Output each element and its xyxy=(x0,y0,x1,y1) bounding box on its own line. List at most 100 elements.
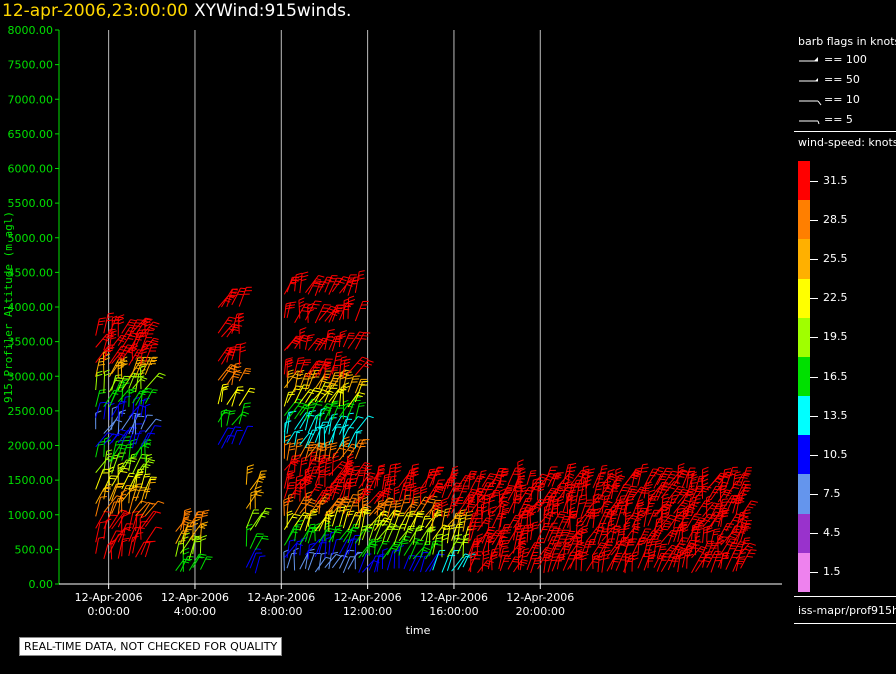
colorbar-tick xyxy=(810,533,818,535)
wind-barb xyxy=(551,472,564,487)
wind-barb xyxy=(347,295,356,319)
wind-barb xyxy=(354,378,367,394)
y-axis-label: 915 Profiler Altitude (m agl) xyxy=(2,211,15,403)
wind-barb xyxy=(286,442,296,461)
barb-legend-item: == 5 xyxy=(798,113,896,127)
wind-barb xyxy=(324,308,340,322)
wind-barb xyxy=(481,473,497,487)
wind-barb xyxy=(354,332,371,350)
wind-barb xyxy=(314,304,331,324)
wind-barb xyxy=(140,321,160,338)
wind-barb xyxy=(294,438,304,460)
wind-barb xyxy=(144,425,162,444)
wind-barb xyxy=(128,387,136,407)
wind-barb xyxy=(286,301,297,318)
wind-barb xyxy=(462,488,478,504)
wind-barb xyxy=(342,510,355,529)
wind-barb xyxy=(111,511,131,530)
wind-barb xyxy=(610,525,621,543)
wind-barb xyxy=(140,414,153,430)
wind-barb xyxy=(121,444,133,461)
y-tick-label: 6000.00 xyxy=(8,163,54,176)
y-tick-label: 2000.00 xyxy=(8,440,54,453)
wind-barb xyxy=(226,370,242,386)
wind-barb xyxy=(231,362,242,386)
wind-barb xyxy=(117,375,130,391)
colorbar-tick xyxy=(810,454,818,456)
wind-barb xyxy=(338,549,355,569)
wind-barb xyxy=(132,532,144,554)
wind-barb xyxy=(328,442,338,460)
y-tick-label: 1000.00 xyxy=(8,509,54,522)
wind-barb xyxy=(128,319,143,337)
wind-barb xyxy=(637,499,645,517)
wind-barb xyxy=(283,542,303,559)
x-tick-date: 12-Apr-2006 xyxy=(75,591,143,604)
wind-barb xyxy=(597,464,608,486)
wind-barb xyxy=(121,539,128,557)
wind-barb xyxy=(517,459,524,485)
wind-barb xyxy=(132,376,148,389)
y-tick-label: 2500.00 xyxy=(8,405,54,418)
wind-barb xyxy=(298,297,306,319)
wind-barb xyxy=(702,551,712,568)
wind-barb xyxy=(660,508,669,530)
wind-barb xyxy=(347,356,369,374)
wind-barb xyxy=(231,287,247,306)
wind-barb xyxy=(283,528,301,546)
wind-barb xyxy=(103,449,113,473)
wind-barb xyxy=(624,495,635,517)
colorbar-label: 1.5 xyxy=(823,565,841,579)
wind-barb xyxy=(491,467,507,487)
wind-barb xyxy=(656,501,675,515)
colorbar-segment xyxy=(798,356,810,397)
wind-barb xyxy=(135,372,145,393)
wind-barb xyxy=(254,470,267,490)
barb-legend-item: == 100 xyxy=(798,53,896,67)
colorbar-segment xyxy=(798,317,810,358)
wind-barb xyxy=(132,329,145,351)
wind-barb xyxy=(393,485,400,504)
colorbar-tick xyxy=(810,219,818,221)
wind-barb xyxy=(238,342,247,366)
wind-barb xyxy=(95,370,103,391)
wind-barb xyxy=(547,542,562,560)
wind-barb xyxy=(254,485,262,509)
wind-barb xyxy=(354,552,361,570)
wind-barb xyxy=(286,552,297,569)
wind-barb xyxy=(530,498,547,515)
wind-barb xyxy=(580,465,590,486)
wind-barb xyxy=(299,359,311,374)
wind-barb xyxy=(354,439,370,460)
wind-barb xyxy=(318,424,326,448)
y-tick-label: 500.00 xyxy=(15,543,54,556)
wind-barb xyxy=(182,508,192,532)
wind-barb xyxy=(108,530,123,545)
y-tick-label: 8000.00 xyxy=(8,24,54,37)
wind-barb xyxy=(361,524,374,541)
wind-barb xyxy=(498,547,510,570)
barb-legend-label: == 100 xyxy=(824,53,867,66)
colorbar-tick xyxy=(810,572,818,574)
wind-barb xyxy=(354,359,374,376)
wind-barb xyxy=(299,456,309,476)
wind-barb xyxy=(226,426,242,443)
wind-barb xyxy=(653,540,662,557)
wind-barb xyxy=(245,548,261,568)
wind-barb xyxy=(468,512,479,529)
wind-barb xyxy=(376,540,390,555)
wind-barb xyxy=(331,451,340,476)
wind-barb xyxy=(294,496,310,515)
wind-barbs xyxy=(95,270,758,574)
wind-barb xyxy=(121,395,131,417)
wind-barb xyxy=(342,424,349,447)
wind-barb xyxy=(217,295,235,308)
wind-barb xyxy=(347,396,361,417)
colorbar-segment xyxy=(798,435,810,475)
wind-barb xyxy=(111,352,126,364)
wind-barb xyxy=(441,525,450,542)
wind-barb xyxy=(347,416,364,430)
wind-barb xyxy=(294,272,303,292)
wind-barb xyxy=(695,553,713,572)
colorbar-segment xyxy=(798,239,810,280)
